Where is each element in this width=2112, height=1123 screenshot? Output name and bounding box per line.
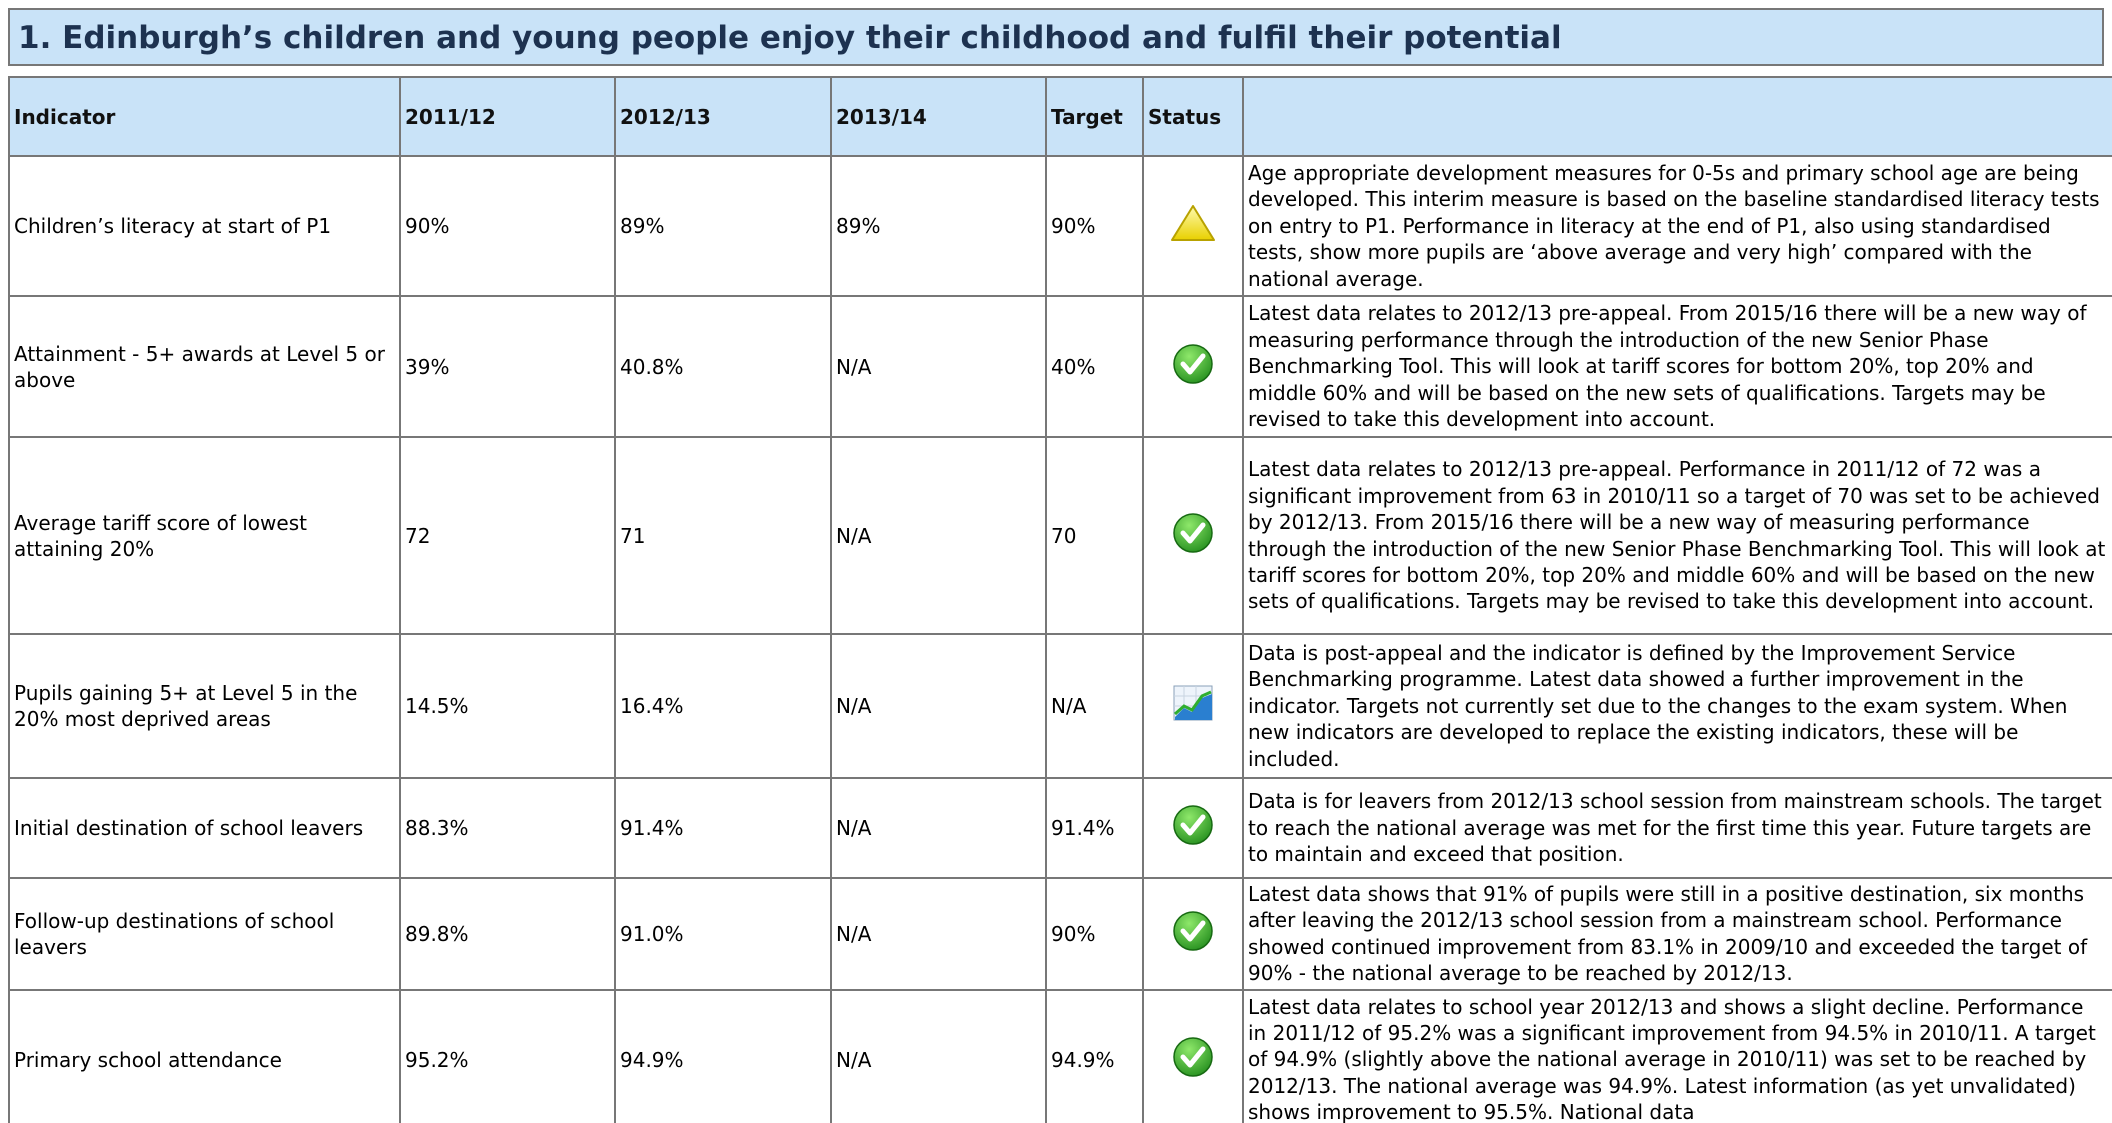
value-2013-14: N/A: [830, 436, 1047, 635]
indicator: Pupils gaining 5+ at Level 5 in the 20% …: [8, 633, 401, 779]
header-cell: 2011/12: [399, 76, 616, 157]
status-cell: [1142, 877, 1244, 991]
value-2012-13: 94.9%: [614, 988, 832, 1123]
comment: Latest data shows that 91% of pupils wer…: [1242, 877, 2112, 991]
value-2011-12: 14.5%: [399, 633, 616, 779]
target: 70: [1045, 436, 1144, 635]
indicator: Follow-up destinations of school leavers: [8, 877, 401, 991]
status-icon: [1173, 911, 1213, 951]
target: 90%: [1045, 877, 1144, 991]
comment: Age appropriate development measures for…: [1242, 155, 2112, 297]
indicator-row: Attainment - 5+ awards at Level 5 or abo…: [8, 295, 2112, 438]
indicator: Attainment - 5+ awards at Level 5 or abo…: [8, 295, 401, 438]
indicator: Initial destination of school leavers: [8, 777, 401, 879]
target: 94.9%: [1045, 988, 1144, 1123]
comment: Data is post-appeal and the indicator is…: [1242, 633, 2112, 779]
indicator-row: Average tariff score of lowest attaining…: [8, 436, 2112, 635]
comment: Latest data relates to 2012/13 pre-appea…: [1242, 295, 2112, 438]
indicator: Average tariff score of lowest attaining…: [8, 436, 401, 635]
header-cell: Target: [1045, 76, 1144, 157]
status-cell: [1142, 633, 1244, 779]
comment: Data is for leavers from 2012/13 school …: [1242, 777, 2112, 879]
target: 90%: [1045, 155, 1144, 297]
value-2011-12: 95.2%: [399, 988, 616, 1123]
status-cell: [1142, 295, 1244, 438]
status-cell: [1142, 436, 1244, 635]
value-2012-13: 91.0%: [614, 877, 832, 991]
indicator-row: Pupils gaining 5+ at Level 5 in the 20% …: [8, 633, 2112, 779]
status-cell: [1142, 988, 1244, 1123]
indicator-row: Children’s literacy at start of P1 90% 89%…: [8, 155, 2112, 297]
indicator-row: Initial destination of school leavers 88.…: [8, 777, 2112, 879]
value-2013-14: N/A: [830, 633, 1047, 779]
header-row: Indicator 2011/12 2012/13 2013/14 Target Stat…: [8, 76, 2112, 157]
value-2013-14: N/A: [830, 988, 1047, 1123]
status-icon: [1171, 205, 1215, 241]
status-icon: [1173, 343, 1213, 384]
indicator-table: Indicator 2011/12 2012/13 2013/14 Target Stat…: [8, 76, 2112, 1123]
status-cell: [1142, 155, 1244, 297]
target: 91.4%: [1045, 777, 1144, 879]
status-icon: [1173, 685, 1213, 721]
comment: Latest data relates to 2012/13 pre-appea…: [1242, 436, 2112, 635]
header-cell: 2012/13: [614, 76, 832, 157]
value-2013-14: 89%: [830, 155, 1047, 297]
value-2011-12: 89.8%: [399, 877, 616, 991]
status-icon: [1173, 1036, 1213, 1077]
value-2012-13: 89%: [614, 155, 832, 297]
indicator-row: Primary school attendance 95.2% 94.9% N/A 94…: [8, 988, 2112, 1123]
value-2012-13: 40.8%: [614, 295, 832, 438]
value-2013-14: N/A: [830, 295, 1047, 438]
indicator: Children’s literacy at start of P1: [8, 155, 401, 297]
value-2013-14: N/A: [830, 777, 1047, 879]
status-cell: [1142, 777, 1244, 879]
header-cell: Indicator: [8, 76, 401, 157]
status-icon: [1173, 512, 1213, 553]
value-2012-13: 16.4%: [614, 633, 832, 779]
comment: Latest data relates to school year 2012/…: [1242, 988, 2112, 1123]
value-2011-12: 88.3%: [399, 777, 616, 879]
section-title: 1. Edinburgh’s children and young people…: [8, 8, 2104, 66]
value-2011-12: 72: [399, 436, 616, 635]
indicator: Primary school attendance: [8, 988, 401, 1123]
target: N/A: [1045, 633, 1144, 779]
value-2012-13: 91.4%: [614, 777, 832, 879]
target: 40%: [1045, 295, 1144, 438]
indicator-row: Follow-up destinations of school leavers…: [8, 877, 2112, 991]
value-2011-12: 39%: [399, 295, 616, 438]
value-2011-12: 90%: [399, 155, 616, 297]
header-cell: Status: [1142, 76, 1244, 157]
value-2013-14: N/A: [830, 877, 1047, 991]
header-cell: [1242, 76, 2112, 157]
status-icon: [1173, 805, 1213, 845]
value-2012-13: 71: [614, 436, 832, 635]
header-cell: 2013/14: [830, 76, 1047, 157]
